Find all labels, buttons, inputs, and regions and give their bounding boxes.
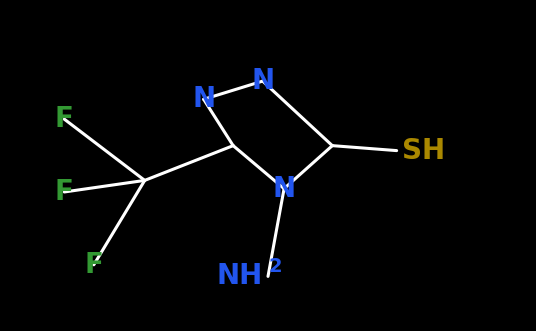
- Text: SH: SH: [402, 137, 445, 165]
- Text: 2: 2: [268, 257, 281, 276]
- Text: F: F: [84, 251, 103, 279]
- Text: N: N: [251, 67, 274, 95]
- Text: N: N: [192, 85, 215, 113]
- Text: N: N: [272, 175, 296, 203]
- Text: F: F: [55, 105, 74, 133]
- Text: F: F: [55, 178, 74, 206]
- Text: NH: NH: [217, 262, 263, 290]
